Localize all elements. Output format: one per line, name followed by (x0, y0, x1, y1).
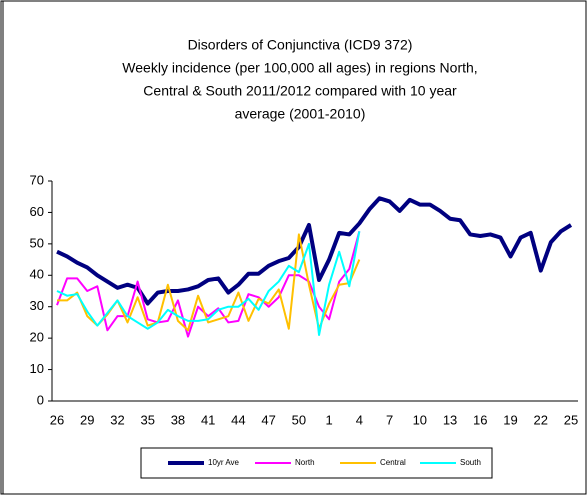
chart-title: average (2001-2010) (235, 106, 366, 122)
legend-label: 10yr Ave (208, 458, 240, 467)
legend-label: Central (380, 458, 406, 467)
x-tick-label: 50 (292, 412, 306, 427)
chart-title: Weekly incidence (per 100,000 all ages) … (122, 60, 477, 76)
x-tick-label: 7 (386, 412, 393, 427)
x-tick-label: 35 (140, 412, 154, 427)
x-tick-label: 26 (50, 412, 64, 427)
series-line (56, 196, 573, 306)
y-tick-label: 60 (30, 204, 44, 219)
x-tick-label: 41 (201, 412, 215, 427)
x-tick-label: 29 (80, 412, 94, 427)
x-tick-label: 25 (564, 412, 578, 427)
series-line (56, 231, 361, 336)
x-tick-label: 44 (231, 412, 245, 427)
y-tick-label: 20 (30, 330, 44, 345)
chart-title: Central & South 2011/2012 compared with … (143, 83, 457, 99)
y-tick-label: 70 (30, 172, 44, 187)
y-tick-label: 0 (37, 392, 44, 407)
x-tick-label: 47 (261, 412, 275, 427)
legend-label: North (295, 458, 315, 467)
y-tick-label: 40 (30, 267, 44, 282)
x-tick-label: 10 (413, 412, 427, 427)
x-tick-label: 4 (356, 412, 363, 427)
y-tick-label: 10 (30, 361, 44, 376)
y-tick-label: 50 (30, 235, 44, 250)
x-tick-label: 22 (534, 412, 548, 427)
chart-title: Disorders of Conjunctiva (ICD9 372) (188, 37, 413, 53)
legend-label: South (460, 458, 481, 467)
x-tick-label: 16 (473, 412, 487, 427)
x-tick-label: 13 (443, 412, 457, 427)
x-tick-label: 1 (326, 412, 333, 427)
x-tick-label: 32 (110, 412, 124, 427)
x-tick-label: 19 (503, 412, 517, 427)
x-tick-label: 38 (171, 412, 185, 427)
y-tick-label: 30 (30, 298, 44, 313)
